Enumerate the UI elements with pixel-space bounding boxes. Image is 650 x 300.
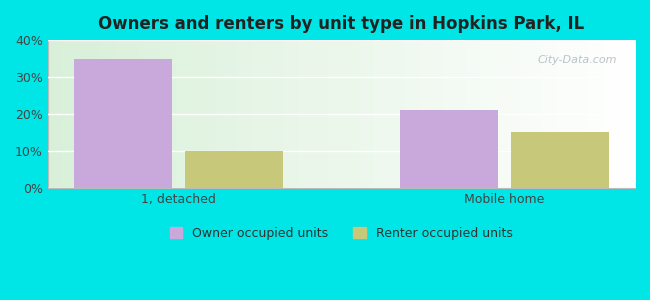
Title: Owners and renters by unit type in Hopkins Park, IL: Owners and renters by unit type in Hopki…	[98, 15, 584, 33]
Text: City-Data.com: City-Data.com	[538, 55, 617, 65]
Bar	[74, 58, 172, 188]
Bar	[185, 151, 283, 188]
Legend: Owner occupied units, Renter occupied units: Owner occupied units, Renter occupied un…	[164, 220, 519, 246]
Bar	[400, 110, 498, 188]
Bar	[511, 132, 609, 188]
